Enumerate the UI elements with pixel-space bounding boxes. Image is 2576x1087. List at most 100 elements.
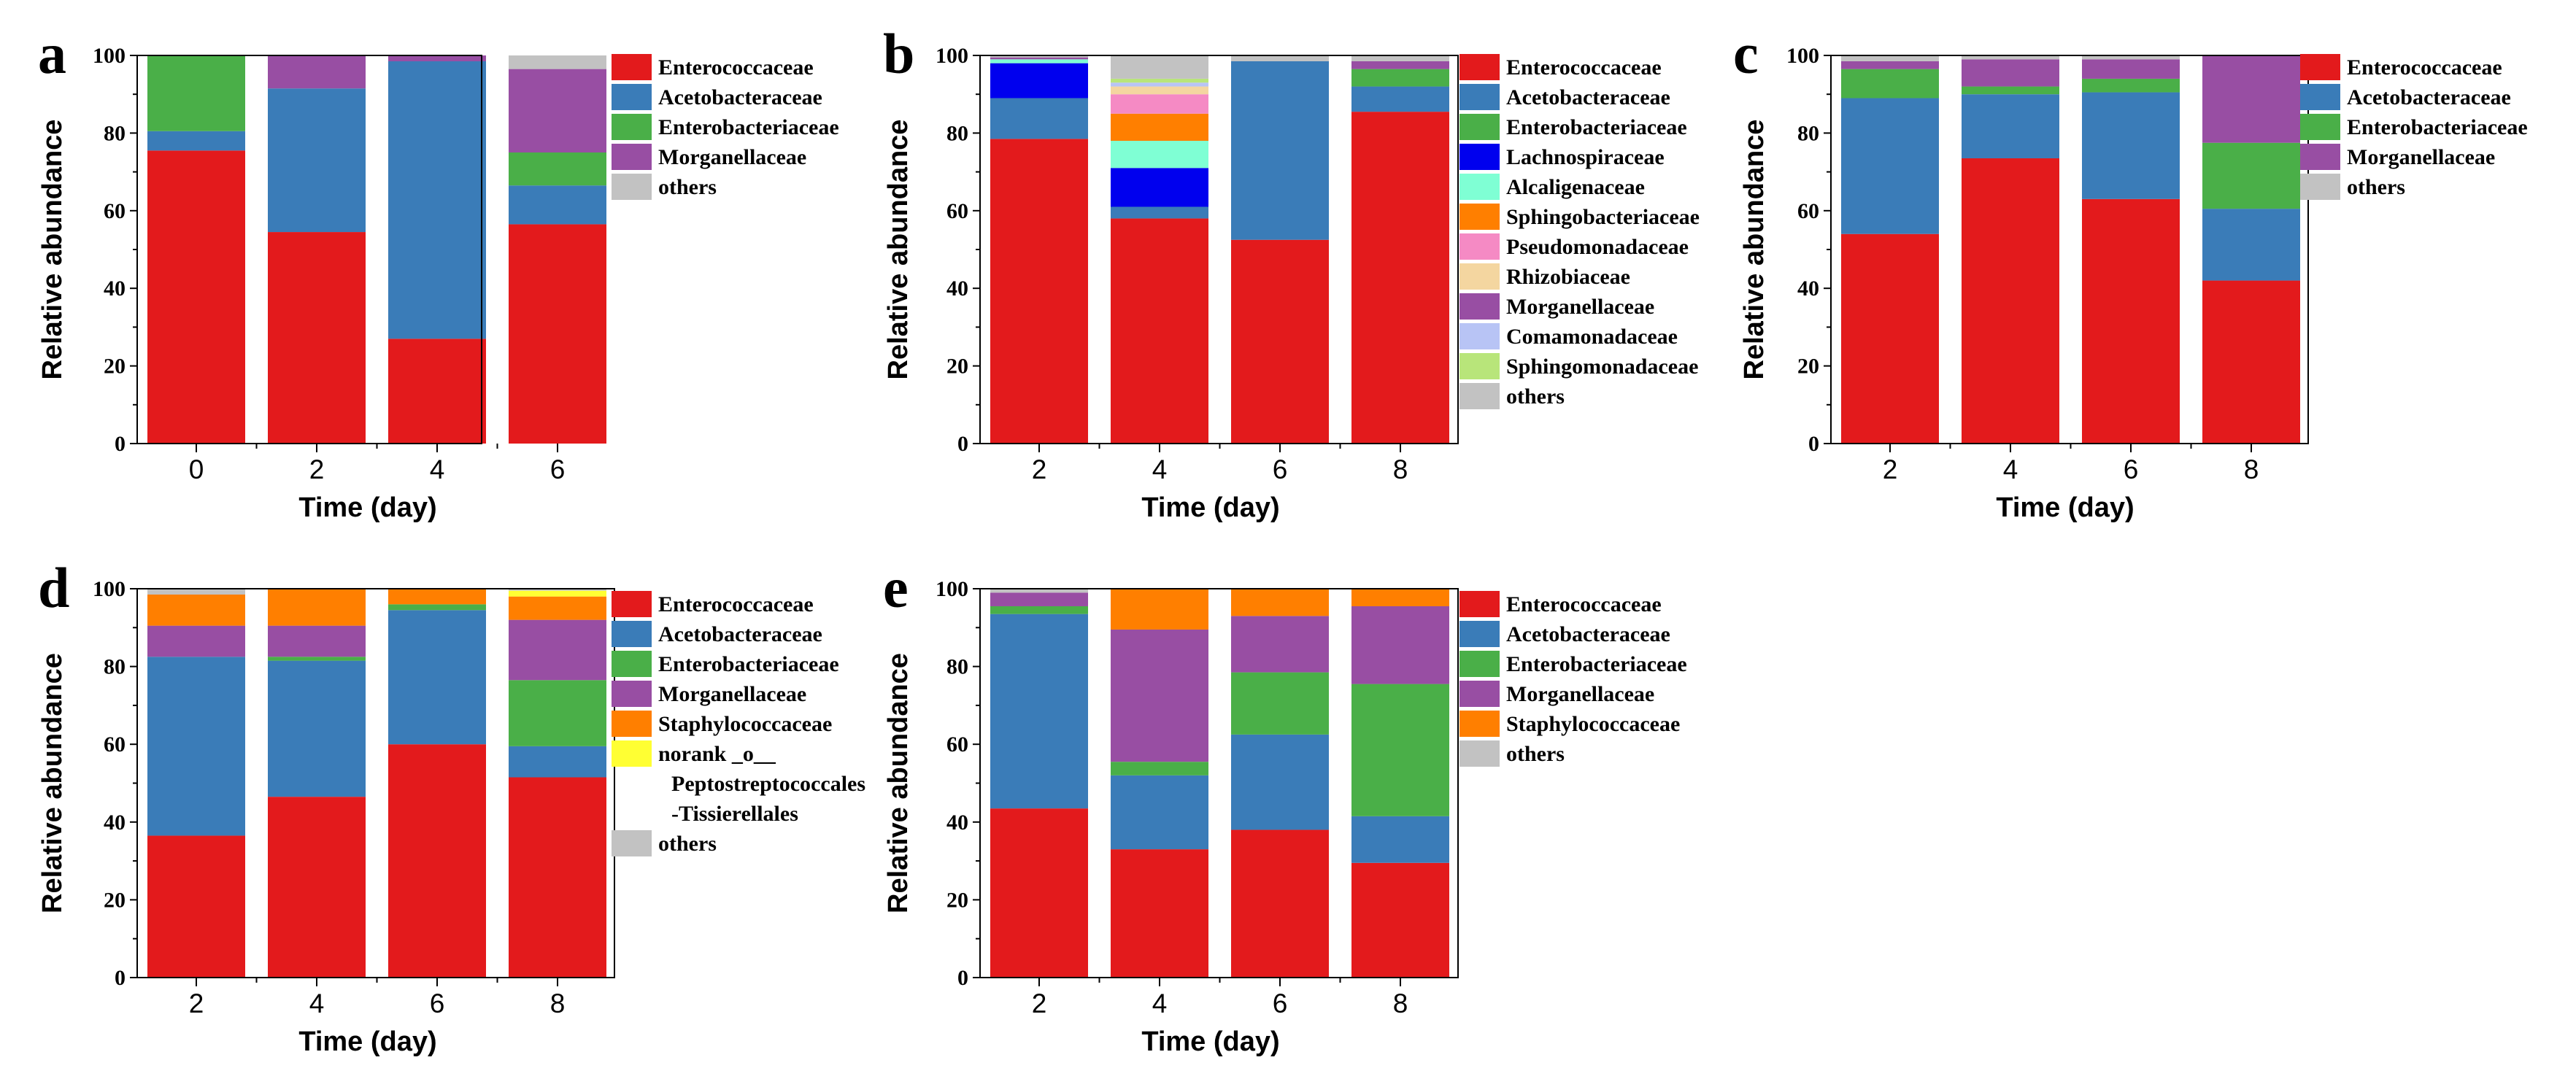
x-tick-label: 2 (1032, 989, 1047, 1018)
legend-label: others (658, 175, 717, 199)
legend: Enterococcaceae Acetobacteraceae Enterobac… (612, 54, 839, 200)
bar-segment-staphylococcaceae (1231, 589, 1329, 616)
bar-segment-morganellaceae (990, 592, 1088, 606)
legend-label: Morganellaceae (1506, 682, 1654, 706)
x-tick-label: 4 (1152, 454, 1168, 484)
bar-segment-others (1231, 55, 1329, 61)
bar-segment-enterococcaceae (990, 808, 1088, 978)
x-axis-title: Time (day) (298, 492, 436, 523)
bar-segment-acetobacteraceae (1111, 206, 1208, 219)
legend-swatch (612, 84, 652, 110)
y-tick-label: 40 (1797, 276, 1819, 301)
legend-swatch (1459, 114, 1500, 140)
bar-segment-enterobacteriaceae (388, 604, 486, 611)
x-axis-title: Time (day) (1141, 492, 1279, 523)
legend-swatch (1459, 591, 1500, 617)
legend-swatch (1459, 621, 1500, 647)
bar-segment-enterococcaceae (268, 797, 366, 978)
legend-label: Acetobacteraceae (2347, 85, 2511, 109)
bar-segment-acetobacteraceae (388, 610, 486, 745)
y-tick-label: 0 (115, 966, 126, 990)
y-tick-label: 40 (104, 811, 126, 835)
legend: Enterococcaceae Acetobacteraceae Enterobac… (612, 591, 865, 856)
bar-segment-others (509, 589, 606, 591)
y-tick-label: 80 (946, 655, 968, 679)
bar-segment-others (990, 55, 1088, 58)
bar-segment-acetobacteraceae (1351, 816, 1449, 863)
bar-segment-enterobacteriaceae (509, 680, 606, 746)
bar-segment-acetobacteraceae (147, 657, 245, 836)
bar-segment-enterobacteriaceae (990, 606, 1088, 614)
bar-segment-enterococcaceae (509, 224, 606, 444)
y-tick-label: 60 (946, 732, 968, 757)
bar-segment-staphylococcaceae (509, 596, 606, 620)
bar-segment-enterococcaceae (1111, 849, 1208, 978)
legend-swatch (1459, 681, 1500, 707)
legend-swatch (612, 651, 652, 677)
bar-segment-others (509, 55, 606, 69)
legend-swatch (1459, 204, 1500, 230)
y-tick-label: 40 (946, 276, 968, 301)
legend-label: Acetobacteraceae (658, 622, 822, 646)
x-tick-label: 2 (1032, 454, 1047, 484)
y-tick-label: 40 (946, 811, 968, 835)
y-tick-label: 0 (957, 432, 968, 456)
legend-swatch (612, 591, 652, 617)
bar-segment-enterococcaceae (990, 139, 1088, 444)
y-axis-title: Relative abundance (37, 653, 68, 913)
x-axis-title: Time (day) (298, 1026, 436, 1057)
y-axis-title: Relative abundance (883, 653, 914, 913)
x-tick-label: 0 (189, 454, 204, 484)
x-axis-title: Time (day) (1996, 492, 2134, 523)
x-tick-label: 6 (1273, 454, 1288, 484)
bar-segment-enterobacteriaceae (1351, 69, 1449, 87)
y-tick-label: 100 (1786, 44, 1819, 68)
bar-segment-enterococcaceae (509, 777, 606, 978)
legend-label: Enterobacteriaceae (1506, 652, 1687, 676)
bar-segment-acetobacteraceae (990, 614, 1088, 809)
bar-segment-acetobacteraceae (2082, 92, 2180, 199)
legend-swatch (1459, 383, 1500, 409)
legend-label: others (658, 832, 717, 856)
bar-segment-enterococcaceae (388, 339, 486, 444)
bar-segment-enterococcaceae (388, 744, 486, 978)
legend-label: Staphylococcaceae (1506, 712, 1680, 736)
y-tick-label: 20 (1797, 355, 1819, 379)
y-axis-title: Relative abundance (37, 120, 68, 380)
y-tick-label: 60 (104, 732, 126, 757)
bar-segment-acetobacteraceae (268, 88, 366, 233)
bar-segment-morganellaceae (268, 625, 366, 657)
bar-segment-acetobacteraceae (1351, 86, 1449, 112)
bar-segment-morganellaceae (388, 55, 486, 61)
legend-label: Morganellaceae (658, 682, 806, 706)
bar-segment-enterobacteriaceae (1111, 762, 1208, 775)
legend-label: Acetobacteraceae (1506, 622, 1670, 646)
x-tick-label: 4 (2003, 454, 2018, 484)
bar-segment-enterococcaceae (1962, 158, 2059, 444)
bar-segment-morganellaceae (1351, 61, 1449, 69)
legend-label: Enterobacteriaceae (658, 652, 839, 676)
bar-segment-norank-o-peptostreptococcales-tissierellales (509, 590, 606, 597)
legend-label: Enterobacteriaceae (1506, 115, 1687, 139)
panel-letter: d (38, 556, 69, 619)
bar-segment-alcaligenaceae (990, 59, 1088, 63)
y-tick-label: 0 (957, 966, 968, 990)
legend-label: Enterococcaceae (2347, 55, 2502, 80)
legend-label: others (1506, 742, 1565, 766)
y-tick-label: 80 (1797, 121, 1819, 145)
y-tick-label: 40 (104, 276, 126, 301)
bar-segment-staphylococcaceae (1351, 589, 1449, 606)
legend-label: Comamonadaceae (1506, 325, 1678, 349)
bar-segment-enterobacteriaceae (1841, 69, 1939, 98)
bar-segment-morganellaceae (1962, 59, 2059, 87)
legend-label: Enterococcaceae (1506, 55, 1662, 80)
bar-segment-acetobacteraceae (990, 98, 1088, 139)
legend-swatch (612, 740, 652, 767)
y-tick-label: 100 (93, 44, 126, 68)
legend: Enterococcaceae Acetobacteraceae Enterobac… (1459, 54, 1700, 409)
bar-segment-enterococcaceae (1111, 218, 1208, 444)
bar-segment-staphylococcaceae (268, 589, 366, 626)
